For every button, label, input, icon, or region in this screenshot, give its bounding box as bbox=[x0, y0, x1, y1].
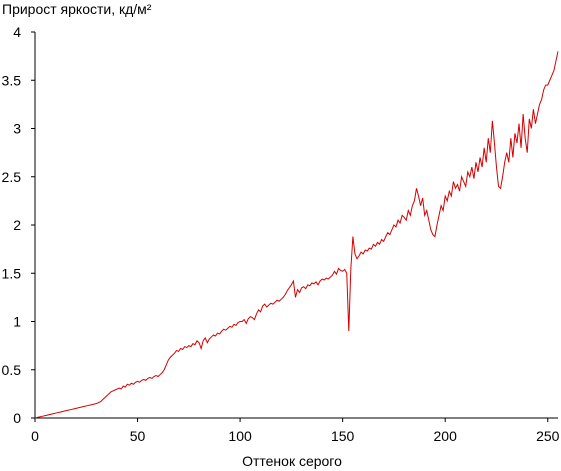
y-tick-label: 2.5 bbox=[2, 169, 22, 185]
x-tick-label: 0 bbox=[31, 428, 39, 444]
x-tick-label: 200 bbox=[434, 428, 458, 444]
data-line bbox=[34, 51, 559, 419]
x-tick-label: 100 bbox=[228, 428, 252, 444]
y-tick-label: 3.5 bbox=[2, 72, 22, 88]
y-tick-label: 3 bbox=[13, 121, 21, 137]
x-axis-label: Оттенок серого bbox=[242, 453, 342, 469]
y-tick-label: 4 bbox=[13, 24, 21, 40]
y-tick-label: 0 bbox=[13, 410, 21, 426]
chart-title: Прирост яркости, кд/м² bbox=[2, 1, 152, 17]
y-tick-label: 0.5 bbox=[2, 362, 22, 378]
x-tick-label: 50 bbox=[130, 428, 146, 444]
x-tick-label: 150 bbox=[331, 428, 355, 444]
y-tick-label: 2 bbox=[13, 217, 21, 233]
x-tick-label: 250 bbox=[536, 428, 560, 444]
y-tick-label: 1 bbox=[13, 314, 21, 330]
y-tick-label: 1.5 bbox=[2, 265, 22, 281]
